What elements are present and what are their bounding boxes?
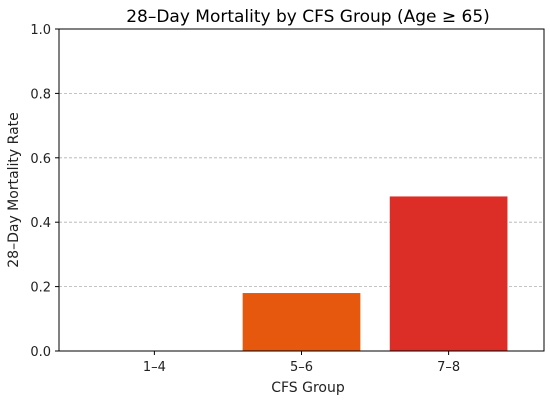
x-tick-label: 7–8: [437, 360, 460, 375]
y-axis-label: 28–Day Mortality Rate: [6, 112, 22, 267]
grid-lines: [59, 93, 544, 288]
x-axis-label: CFS Group: [271, 380, 345, 396]
bar-2: [242, 293, 361, 351]
y-tick-label: 0.6: [30, 152, 51, 167]
y-tick-label: 0.0: [30, 345, 51, 360]
y-tick-label: 0.2: [30, 281, 51, 296]
x-axis-ticks: 1–4 5–6 7–8: [143, 351, 460, 375]
y-tick-label: 1.0: [30, 23, 51, 38]
y-tick-label: 0.4: [30, 216, 51, 231]
bars: [242, 196, 508, 351]
y-axis-ticks: 0.0 0.2 0.4 0.6 0.8 1.0: [30, 23, 59, 360]
x-tick-label: 1–4: [143, 360, 166, 375]
x-tick-label: 5–6: [290, 360, 313, 375]
chart-title: 28–Day Mortality by CFS Group (Age ≥ 65): [126, 7, 490, 27]
bar-3: [389, 196, 508, 351]
y-tick-label: 0.8: [30, 87, 51, 102]
